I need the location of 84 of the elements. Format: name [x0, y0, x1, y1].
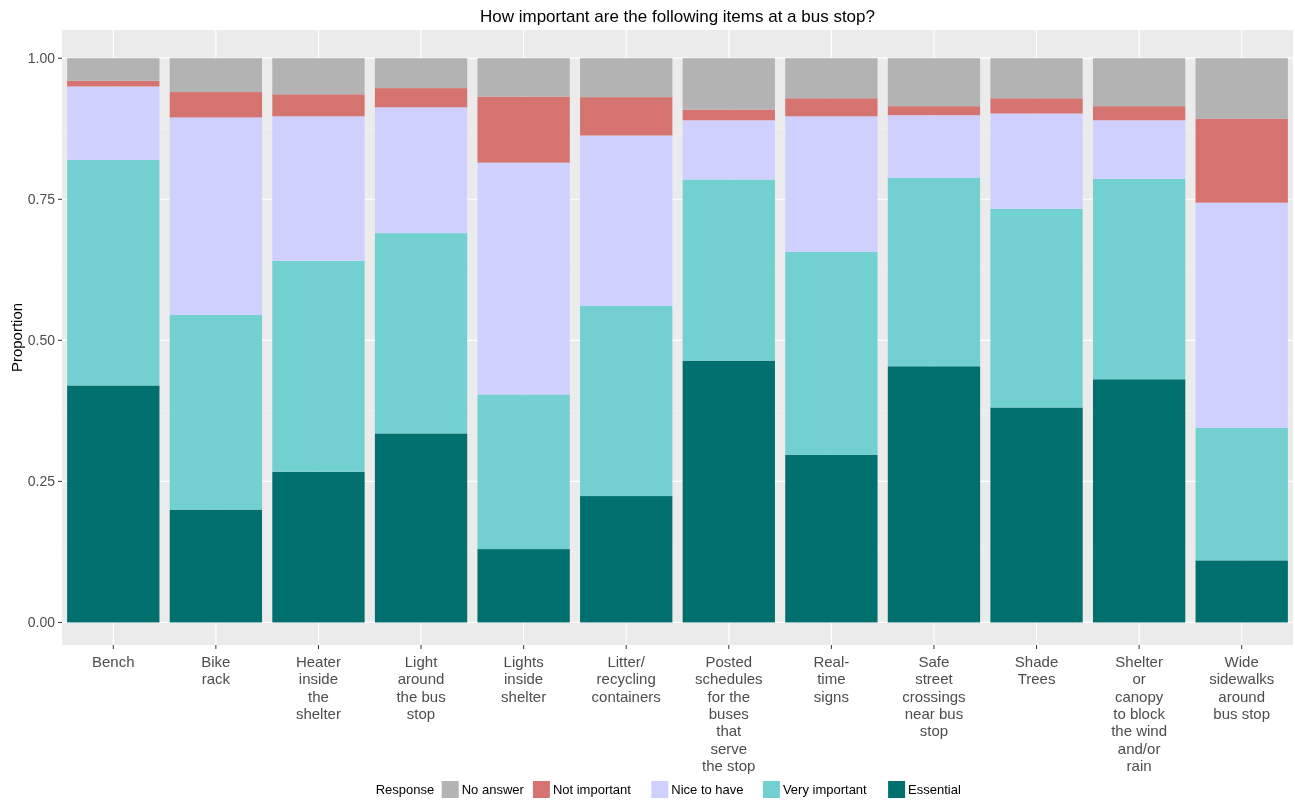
x-tick-label: Real- time signs — [813, 653, 850, 705]
bar — [374, 233, 468, 434]
bar — [990, 58, 1083, 99]
bar — [477, 549, 570, 623]
bar — [374, 58, 468, 89]
x-tick-label: Bench — [92, 653, 135, 670]
x-tick-label: Posted schedules for the buses that serve the stop — [695, 653, 763, 774]
bar — [682, 120, 775, 180]
bar — [67, 385, 160, 623]
bar — [1195, 427, 1288, 561]
legend-label: Not important — [552, 781, 632, 797]
bar — [272, 94, 365, 117]
chart-title: How important are the following items at a bus stop? — [480, 7, 875, 26]
x-tick-label: Shade Trees — [1014, 653, 1059, 688]
bar — [67, 58, 160, 81]
bar — [990, 98, 1083, 114]
bar — [887, 58, 981, 107]
bar — [785, 58, 878, 99]
y-tick-label: 0.75 — [27, 191, 56, 208]
y-axis-title: Proportion — [8, 302, 25, 373]
bar — [785, 98, 878, 117]
bar — [169, 58, 263, 93]
legend-title: Response — [375, 781, 435, 797]
bar — [272, 471, 365, 623]
bar — [477, 96, 570, 163]
x-tick-label: Light around the bus stop — [396, 653, 446, 722]
bar — [990, 208, 1083, 408]
legend-label: No answer — [461, 781, 525, 797]
bar — [1195, 202, 1288, 428]
bar — [1195, 560, 1288, 623]
bar — [785, 116, 878, 252]
bar — [169, 509, 263, 623]
bar — [477, 58, 570, 97]
bar — [682, 360, 775, 623]
bar — [374, 433, 468, 623]
bar — [682, 109, 775, 121]
bar — [785, 251, 878, 455]
bar — [477, 162, 570, 395]
bar — [682, 179, 775, 361]
y-tick-label: 1.00 — [27, 50, 56, 67]
bar — [272, 58, 365, 95]
bar — [1092, 58, 1186, 107]
x-tick-label: Lights inside shelter — [501, 653, 547, 705]
bar — [272, 116, 365, 261]
bar — [1092, 120, 1186, 179]
bar — [1195, 58, 1288, 119]
bar — [169, 92, 263, 118]
bar — [169, 117, 263, 315]
x-tick-label: Heater inside the shelter — [295, 653, 341, 722]
bar — [67, 159, 160, 386]
x-tick-label: Bike rack — [201, 653, 231, 688]
legend-label: Nice to have — [671, 781, 744, 797]
bar — [580, 305, 673, 497]
bar — [169, 314, 263, 510]
x-tick-label: Litter/ recycling containers — [591, 653, 661, 705]
x-tick-label: Wide sidewalks around bus stop — [1209, 653, 1275, 722]
x-tick-label: Safe street crossings near bus stop — [902, 653, 966, 740]
bar — [1092, 178, 1186, 380]
y-tick-label: 0.50 — [27, 332, 56, 349]
bar — [887, 106, 981, 116]
bar — [887, 177, 981, 367]
bar — [785, 454, 878, 623]
bar — [67, 86, 160, 160]
bar — [580, 97, 673, 136]
bar — [272, 260, 365, 472]
bar — [990, 407, 1083, 623]
bar — [374, 107, 468, 234]
bar — [887, 115, 981, 178]
legend-label: Very important — [782, 781, 868, 797]
bar — [887, 366, 981, 623]
bar — [682, 58, 775, 110]
bar — [477, 394, 570, 550]
bar — [580, 58, 673, 98]
y-tick-label: 0.00 — [27, 614, 56, 631]
bar — [580, 496, 673, 623]
bar — [1092, 379, 1186, 623]
bar — [580, 135, 673, 306]
x-tick-label: Shelter or canopy to block the wind and/or rain — [1111, 653, 1168, 774]
bar — [990, 113, 1083, 209]
bar — [1195, 118, 1288, 203]
bar — [374, 88, 468, 108]
legend-label: Essential — [908, 781, 961, 797]
y-tick-label: 0.25 — [27, 473, 56, 490]
bar — [1092, 106, 1186, 121]
